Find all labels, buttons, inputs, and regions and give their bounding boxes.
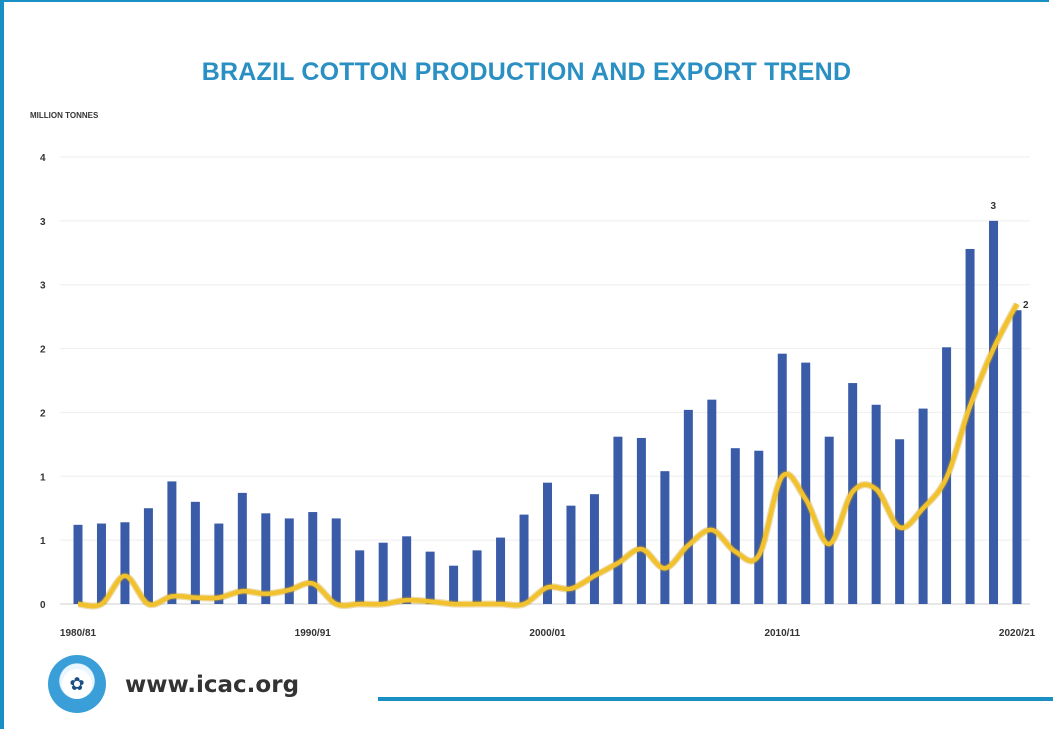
bar — [449, 565, 459, 604]
data-label: 3 — [991, 201, 997, 212]
bar — [190, 501, 200, 604]
x-tick-label: 1980/81 — [60, 628, 97, 639]
bar — [989, 220, 999, 604]
bar — [871, 404, 881, 604]
bar — [824, 436, 834, 604]
bar — [261, 513, 271, 604]
bar — [378, 542, 388, 604]
bar — [566, 505, 576, 604]
data-label: 2 — [1023, 300, 1029, 311]
bar — [284, 518, 294, 604]
y-tick-label: 2 — [40, 408, 46, 419]
bar — [895, 439, 905, 604]
cotton-boll-icon: ✿ — [62, 669, 92, 699]
chart-title: BRAZIL COTTON PRODUCTION AND EXPORT TREN… — [201, 58, 852, 86]
y-tick-label: 1 — [40, 536, 46, 547]
bar — [120, 522, 130, 604]
bar — [96, 523, 106, 604]
bar — [965, 248, 975, 604]
series-line — [77, 302, 1019, 609]
y-tick-label: 0 — [40, 600, 46, 611]
bar — [613, 436, 623, 604]
bar — [496, 537, 506, 604]
bar — [214, 523, 224, 604]
y-tick-label: 4 — [40, 153, 46, 164]
bar — [589, 494, 599, 604]
bar — [683, 409, 693, 604]
bar — [73, 524, 83, 604]
footer-divider — [378, 697, 1053, 701]
bar — [308, 512, 318, 604]
bar — [402, 536, 412, 604]
x-tick-label: 2020/21 — [999, 628, 1036, 639]
bar — [543, 482, 552, 604]
bar — [801, 362, 811, 604]
bar — [730, 448, 740, 604]
bar — [707, 399, 717, 604]
x-tick-label: 1990/91 — [295, 628, 332, 639]
bar — [519, 514, 529, 604]
bar — [143, 508, 153, 604]
icac-logo: ✿ — [48, 655, 106, 713]
y-tick-label: 3 — [40, 217, 46, 228]
bar — [754, 450, 764, 604]
y-tick-label: 3 — [40, 281, 46, 292]
bar — [237, 492, 247, 604]
bar — [1012, 310, 1022, 604]
bar — [331, 518, 341, 604]
bar — [472, 550, 482, 604]
bar — [355, 550, 365, 604]
y-tick-label: 1 — [40, 472, 46, 483]
bar — [425, 551, 435, 604]
chart: MILLION TONNES 0 1 1 2 2 3 3 4 3 2 1980/81 1990/91 20… — [30, 111, 1036, 639]
x-tick-label: 2010/11 — [764, 628, 800, 639]
bar — [660, 471, 670, 604]
y-axis-label: MILLION TONNES — [30, 111, 99, 120]
footer-url: www.icac.org — [125, 672, 300, 698]
bar — [167, 481, 177, 604]
x-tick-label: 2000/01 — [529, 628, 566, 639]
y-tick-label: 2 — [40, 345, 46, 356]
bar — [636, 437, 646, 604]
